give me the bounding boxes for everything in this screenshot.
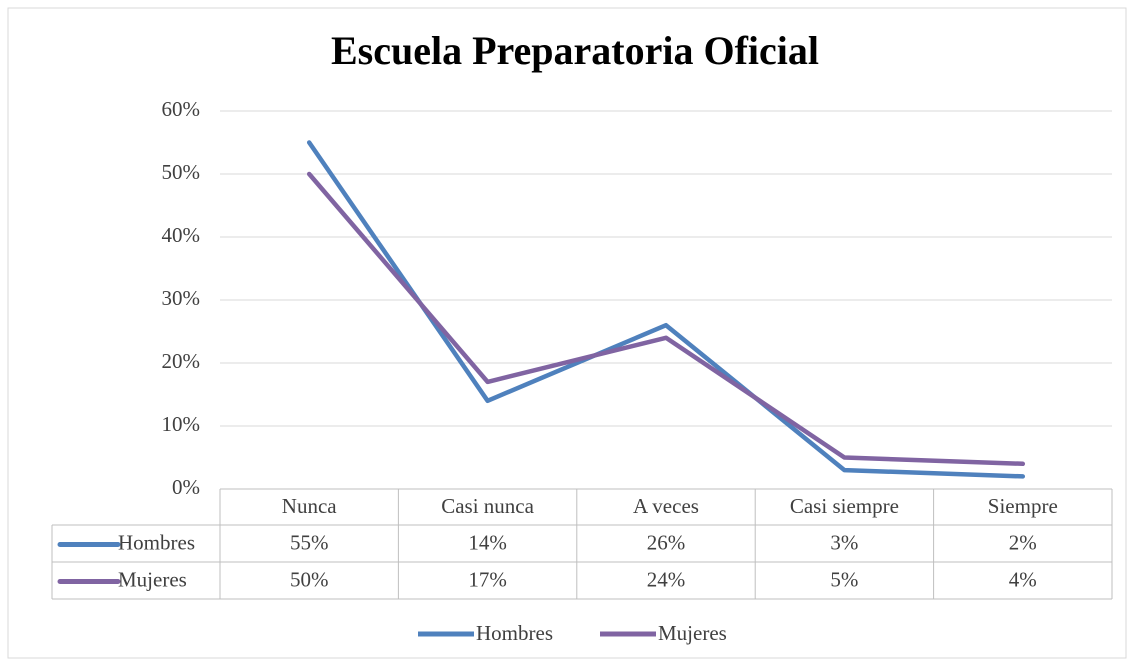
- table-series-name: Hombres: [118, 530, 195, 554]
- table-cell: 26%: [647, 530, 686, 554]
- y-tick-label: 10%: [162, 412, 201, 436]
- y-tick-label: 0%: [172, 475, 200, 499]
- y-tick-label: 30%: [162, 286, 201, 310]
- x-tick-label: Siempre: [988, 494, 1058, 518]
- y-tick-label: 40%: [162, 223, 201, 247]
- table-cell: 2%: [1009, 530, 1037, 554]
- table-series-name: Mujeres: [118, 567, 187, 591]
- chart-frame: [7, 7, 1127, 659]
- table-cell: 55%: [290, 530, 329, 554]
- x-tick-label: Nunca: [282, 494, 337, 518]
- x-tick-label: A veces: [633, 494, 699, 518]
- legend-label: Hombres: [476, 621, 553, 645]
- table-cell: 17%: [468, 567, 507, 591]
- legend-label: Mujeres: [658, 621, 727, 645]
- series-line: [306, 171, 1026, 467]
- y-tick-label: 50%: [162, 160, 201, 184]
- x-tick-label: Casi nunca: [441, 494, 534, 518]
- table-cell: 5%: [830, 567, 858, 591]
- table-cell: 50%: [290, 567, 329, 591]
- y-tick-label: 60%: [162, 97, 201, 121]
- table-cell: 14%: [468, 530, 507, 554]
- y-tick-label: 20%: [162, 349, 201, 373]
- x-tick-label: Casi siempre: [790, 494, 899, 518]
- table-cell: 24%: [647, 567, 686, 591]
- chart-title: Escuela Preparatoria Oficial: [331, 28, 819, 73]
- table-cell: 3%: [830, 530, 858, 554]
- table-cell: 4%: [1009, 567, 1037, 591]
